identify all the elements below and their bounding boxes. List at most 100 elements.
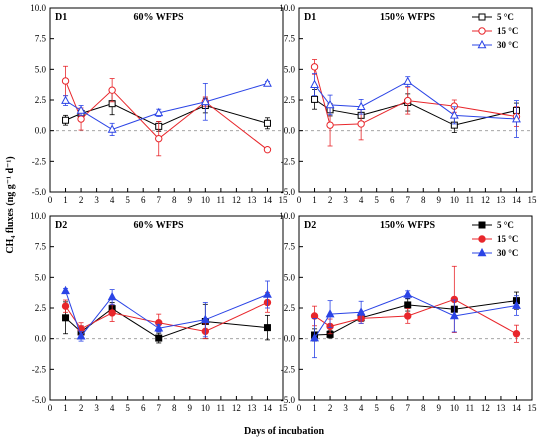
y-tick-label: -5.0	[32, 187, 47, 197]
y-tick-label: 2.5	[35, 95, 47, 105]
x-tick-label: 10	[201, 403, 211, 413]
data-point	[512, 300, 521, 309]
series-30C	[310, 289, 521, 359]
x-tick-label: 12	[481, 195, 490, 205]
x-tick-label: 9	[437, 195, 442, 205]
series-line	[314, 66, 517, 126]
panel-label: D1	[304, 12, 316, 23]
data-point	[357, 120, 365, 128]
data-point	[61, 77, 70, 85]
legend-entry: 5 °C	[497, 12, 514, 22]
data-point	[512, 330, 521, 338]
panel-title: 150% WFPS	[380, 12, 436, 23]
data-point	[76, 331, 86, 340]
data-point	[311, 95, 319, 103]
legend-entry: 30 °C	[497, 40, 518, 50]
y-tick-label: 0.0	[284, 334, 296, 344]
x-tick-label: 4	[359, 403, 364, 413]
legend-entry: 30 °C	[497, 248, 518, 258]
legend-entry: 5 °C	[497, 220, 514, 230]
y-tick-label: 0.0	[35, 334, 47, 344]
data-point	[404, 312, 412, 320]
x-tick-label: 0	[297, 195, 302, 205]
x-tick-label: 9	[188, 403, 193, 413]
data-point	[61, 302, 70, 310]
plot-frame	[49, 215, 284, 401]
series-30C	[61, 78, 272, 136]
data-point	[404, 301, 412, 309]
x-tick-label: 0	[297, 403, 302, 413]
x-tick-label: 7	[156, 403, 161, 413]
x-tick-label: 15	[528, 403, 538, 413]
y-tick-label: 10.0	[279, 3, 295, 13]
series-line	[65, 308, 268, 339]
data-point	[326, 121, 334, 129]
data-point	[449, 110, 459, 119]
x-tick-label: 7	[405, 403, 410, 413]
data-point	[404, 96, 412, 105]
data-point	[512, 113, 521, 123]
series-line	[314, 300, 517, 336]
x-tick-label: 2	[79, 403, 84, 413]
y-tick-label: 7.5	[35, 34, 47, 44]
series-line	[65, 82, 268, 130]
series-15C	[310, 59, 521, 147]
x-tick-label: 4	[110, 403, 115, 413]
y-tick-label: 5.0	[284, 272, 296, 282]
x-tick-label: 12	[232, 195, 241, 205]
legend-marker	[478, 27, 486, 35]
x-tick-label: 10	[450, 195, 460, 205]
y-tick-label: 7.5	[284, 34, 296, 44]
x-tick-label: 15	[279, 195, 289, 205]
x-tick-label: 11	[466, 195, 475, 205]
x-tick-label: 11	[466, 403, 475, 413]
x-tick-label: 6	[390, 403, 395, 413]
data-point	[263, 324, 271, 332]
y-tick-label: 5.0	[35, 64, 47, 74]
data-point	[200, 314, 210, 323]
data-point	[356, 101, 366, 111]
y-tick-label: -2.5	[32, 364, 47, 374]
data-point	[263, 145, 272, 154]
series-5C	[311, 89, 520, 133]
series-30C	[310, 73, 521, 138]
legend: 5 °C 15 °C 30 °C	[472, 12, 518, 50]
x-tick-label: 2	[79, 195, 84, 205]
data-point	[77, 115, 85, 123]
x-tick-label: 12	[232, 403, 241, 413]
plot-frame	[49, 7, 284, 193]
y-tick-label: -5.0	[281, 395, 296, 405]
data-point	[62, 116, 70, 124]
x-tick-label: 1	[312, 195, 317, 205]
data-point	[449, 310, 459, 320]
y-tick-label: -5.0	[32, 395, 47, 405]
x-tick-label: 3	[343, 195, 348, 205]
series-line	[65, 103, 268, 127]
x-tick-label: 5	[125, 195, 130, 205]
x-tick-label: 1	[63, 403, 68, 413]
data-point	[310, 332, 319, 342]
panel-1: -5.0-2.50.02.55.07.510.00 1 2 3 4 5 6 7 8 9 10 11 12…	[30, 3, 288, 205]
legend: 5 °C 15 °C 30 °C	[472, 220, 518, 258]
x-tick-label: 10	[201, 195, 211, 205]
legend-entry: 15 °C	[497, 234, 518, 244]
y-tick-label: -2.5	[281, 364, 296, 374]
x-tick-label: 14	[512, 195, 522, 205]
x-tick-label: 14	[512, 403, 522, 413]
x-tick-label: 9	[188, 195, 193, 205]
x-tick-label: 13	[496, 403, 506, 413]
y-tick-label: -5.0	[281, 187, 296, 197]
legend-marker	[478, 235, 486, 243]
data-point	[107, 291, 117, 301]
legend-entry: 15 °C	[497, 26, 518, 36]
data-point	[403, 76, 413, 85]
series-line	[65, 290, 268, 338]
data-point	[325, 99, 335, 109]
legend-marker	[477, 39, 487, 49]
y-tick-label: -2.5	[281, 156, 296, 166]
y-tick-label: 0.0	[284, 126, 296, 136]
x-tick-label: 14	[263, 403, 273, 413]
y-tick-label: 2.5	[284, 303, 296, 313]
data-point	[107, 124, 117, 133]
data-point	[154, 323, 164, 332]
